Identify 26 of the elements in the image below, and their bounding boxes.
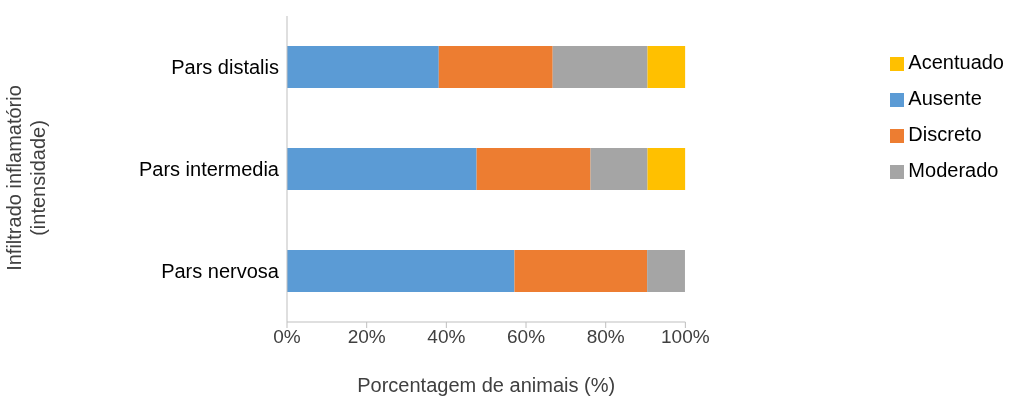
y-tick-label: Pars nervosa: [161, 260, 280, 283]
legend-label: Ausente: [908, 87, 982, 109]
legend-label: Discreto: [908, 123, 982, 145]
x-axis-title: Porcentagem de animais (%): [357, 374, 616, 396]
bar: [647, 148, 686, 190]
y-tick-label: Pars intermedia: [138, 158, 280, 181]
x-tick-label: 40%: [427, 326, 466, 348]
y-axis-title: Infiltrado inflamatório (intensidade): [2, 84, 50, 273]
bar: [647, 46, 686, 88]
x-tick-label: 100%: [661, 326, 710, 348]
x-tick-label: 0%: [273, 326, 301, 348]
bar: [287, 46, 439, 88]
x-tick-label: 80%: [586, 326, 625, 348]
bar: [647, 250, 685, 292]
bar: [287, 148, 477, 190]
bar: [476, 148, 591, 190]
y-tick-label: Pars distalis: [171, 56, 279, 79]
legend-label: Moderado: [908, 159, 999, 181]
bar: [590, 148, 648, 190]
x-tick-label: 20%: [347, 326, 386, 348]
bar: [438, 46, 553, 88]
bar: [552, 46, 648, 88]
x-tick-label: 60%: [507, 326, 546, 348]
bar: [287, 250, 515, 292]
legend-label: Acentuado: [908, 51, 1004, 73]
bar: [514, 250, 648, 292]
